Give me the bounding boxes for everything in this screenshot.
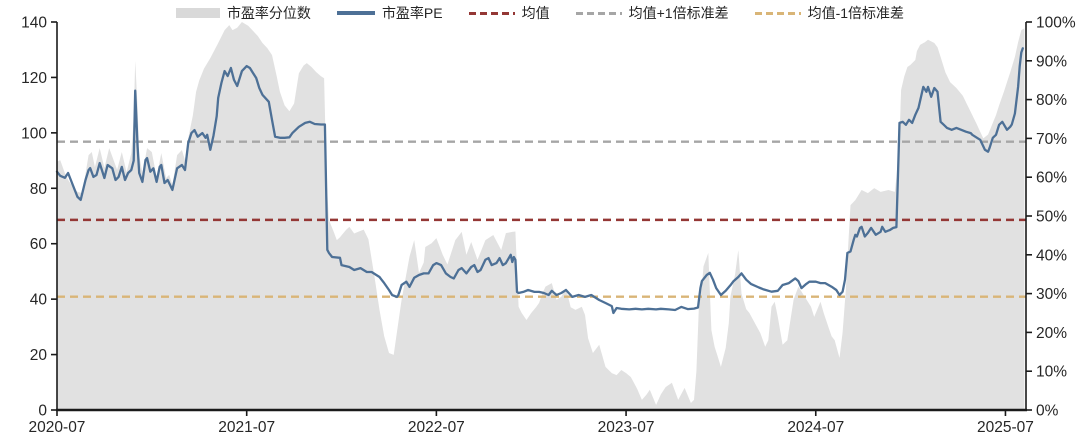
legend-label: 均值 [521,5,550,21]
legend-label: 均值+1倍标准差 [628,5,729,21]
legend-dash-swatch [575,11,622,15]
x-axis-tick-label: 2020-07 [29,419,86,436]
legend-label: 市盈率分位数 [226,5,311,21]
right-axis-tick-label: 50% [1036,209,1067,226]
x-axis-tick-label: 2022-07 [408,419,465,436]
right-axis-tick-label: 10% [1036,364,1067,381]
legend-area-swatch [175,8,220,18]
legend-dash-swatch [754,11,801,15]
right-axis-tick-label: 20% [1036,325,1067,342]
x-axis-tick-label: 2024-07 [787,419,844,436]
percentile-area-series [57,22,1025,410]
legend-line-swatch [336,11,375,15]
legend-item-3: 均值+1倍标准差 [575,3,729,23]
x-axis-tick-label: 2021-07 [218,419,275,436]
left-axis-tick-label: 40 [30,292,48,309]
left-axis-tick-label: 140 [21,15,47,32]
right-axis-tick-label: 70% [1036,131,1067,148]
legend-item-2: 均值 [468,3,550,23]
right-axis-tick-label: 60% [1036,170,1067,187]
right-axis-tick-label: 30% [1036,286,1067,303]
legend-dash-swatch [468,11,515,15]
x-axis-tick-label: 2025-07 [977,419,1034,436]
right-axis-tick-label: 90% [1036,53,1067,70]
left-axis-tick-label: 100 [21,125,47,142]
pe-line-series [55,47,1024,315]
right-axis-tick-label: 40% [1036,247,1067,264]
left-axis-tick-label: 60 [30,236,48,253]
left-axis-tick-label: 0 [38,403,47,420]
legend-item-0: 市盈率分位数 [175,3,311,23]
right-axis-tick-label: 80% [1036,92,1067,109]
x-axis-tick-label: 2023-07 [598,419,655,436]
chart-legend: 市盈率分位数 市盈率PE 均值 均值+1倍标准差 均值-1倍标准差 [0,3,1080,23]
right-axis-tick-label: 0% [1036,403,1059,420]
legend-label: 均值-1倍标准差 [807,5,905,21]
left-axis-tick-label: 20 [30,347,48,364]
legend-label: 市盈率PE [381,5,443,21]
legend-item-1: 市盈率PE [336,3,443,23]
left-axis-tick-label: 120 [21,70,47,87]
left-axis-tick-label: 80 [30,181,48,198]
right-axis-tick-label: 100% [1036,15,1076,32]
legend-item-4: 均值-1倍标准差 [754,3,905,23]
